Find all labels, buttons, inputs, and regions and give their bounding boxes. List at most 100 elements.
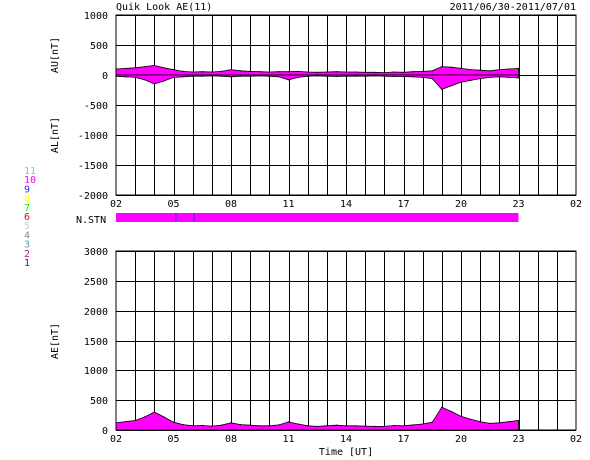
data-point — [374, 425, 376, 427]
y-tick-label: 2000 — [84, 307, 108, 318]
data-point — [144, 79, 146, 81]
data-point — [278, 76, 280, 78]
data-point — [326, 75, 328, 77]
data-point — [460, 81, 462, 83]
data-point — [422, 423, 424, 425]
data-point — [172, 76, 175, 78]
station-count-legend-number: 1 — [24, 258, 30, 269]
station-count-legend-number: 4 — [24, 230, 30, 241]
data-point — [393, 75, 395, 78]
data-point — [115, 422, 117, 424]
y-tick-label: -2000 — [78, 191, 108, 202]
data-point — [240, 70, 242, 72]
station-count-legend-number: 7 — [24, 203, 30, 214]
data-point — [364, 425, 366, 427]
station-count-legend-number: 6 — [24, 212, 30, 223]
y-axis-label-ae: AE[nT] — [50, 323, 61, 359]
series-al-area — [115, 74, 519, 90]
station-count-legend-number: 11 — [24, 166, 36, 177]
data-point — [268, 75, 270, 77]
station-count-segment — [175, 213, 177, 222]
x-tick-label: 11 — [282, 434, 294, 445]
x-tick-label: 23 — [512, 199, 524, 210]
y-tick-label: -1500 — [78, 161, 108, 172]
data-point — [364, 71, 366, 73]
y-tick-label: 3000 — [84, 247, 108, 258]
data-point — [307, 75, 309, 77]
x-tick-label: 11 — [282, 199, 294, 210]
station-count-segment — [116, 213, 519, 222]
data-point — [249, 424, 251, 426]
data-point — [489, 76, 491, 78]
x-tick-label: 02 — [110, 434, 122, 445]
data-point — [383, 72, 385, 74]
data-point — [508, 68, 510, 70]
y-tick-label: 1000 — [84, 11, 108, 22]
data-point — [220, 424, 222, 426]
station-count-legend-number: 5 — [24, 221, 30, 232]
data-point — [163, 80, 165, 82]
data-point — [172, 421, 175, 423]
x-tick-label: 20 — [455, 434, 467, 445]
data-point — [182, 424, 184, 426]
y-tick-label: 1000 — [84, 366, 108, 377]
station-panel: N.STN — [76, 213, 519, 226]
data-point — [355, 71, 357, 73]
x-tick-label: 08 — [225, 434, 237, 445]
y-axis-label-al: AL[nT] — [50, 117, 61, 153]
data-point — [326, 71, 328, 73]
data-point — [498, 422, 500, 424]
data-point — [393, 424, 395, 427]
x-tick-label: 14 — [340, 199, 352, 210]
data-point — [153, 411, 155, 413]
data-point — [240, 424, 242, 426]
x-tick-label: 17 — [397, 434, 409, 445]
data-point — [431, 78, 433, 80]
data-point — [268, 71, 270, 73]
y-tick-label: 0 — [102, 426, 108, 437]
data-point — [125, 76, 127, 78]
data-point — [517, 77, 520, 79]
data-point — [470, 79, 472, 81]
date-range: 2011/06/30-2011/07/01 — [450, 2, 576, 13]
x-tick-label: 14 — [340, 434, 352, 445]
data-point — [450, 410, 452, 413]
data-point — [470, 69, 472, 71]
data-point — [479, 78, 481, 80]
data-point — [335, 75, 337, 78]
data-point — [402, 71, 405, 73]
data-point — [201, 71, 203, 73]
data-point — [125, 67, 127, 69]
data-point — [460, 415, 462, 417]
x-axis-label: Time [UT] — [319, 447, 373, 458]
data-point — [412, 71, 414, 73]
data-point — [402, 425, 405, 427]
data-point — [335, 424, 337, 426]
data-point — [297, 70, 299, 72]
data-point — [517, 419, 520, 422]
data-point — [383, 425, 385, 427]
station-count-segment — [193, 213, 195, 222]
data-point — [230, 422, 232, 424]
y-tick-label: 2500 — [84, 277, 108, 288]
data-point — [287, 71, 290, 73]
data-point — [307, 71, 309, 73]
data-point — [163, 416, 165, 418]
data-point — [201, 424, 203, 427]
data-point — [278, 424, 280, 426]
station-count-legend-number: 8 — [24, 194, 30, 205]
data-point — [508, 421, 510, 423]
data-point — [268, 425, 270, 427]
data-point — [355, 425, 357, 427]
y-tick-label: 0 — [102, 71, 108, 82]
data-point — [192, 425, 194, 427]
data-point — [450, 66, 452, 68]
y-tick-label: 500 — [90, 41, 108, 52]
data-point — [489, 70, 491, 72]
data-point — [240, 75, 242, 77]
data-point — [144, 66, 146, 68]
data-point — [172, 69, 175, 71]
